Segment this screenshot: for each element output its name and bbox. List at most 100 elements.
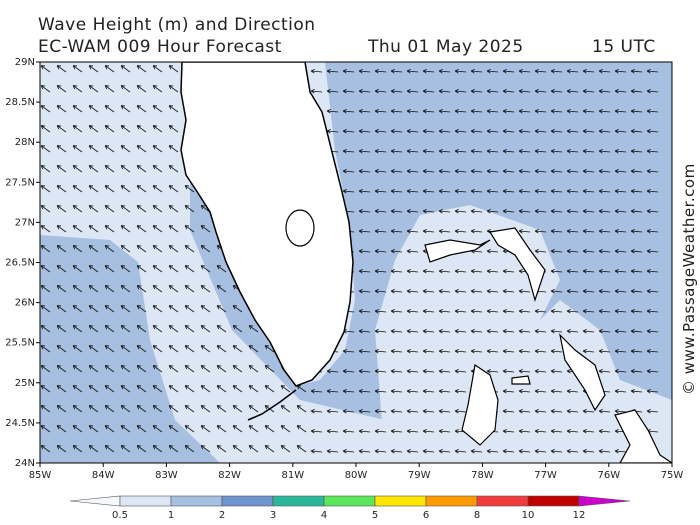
wave-arrow	[550, 129, 563, 134]
wave-arrow	[72, 65, 83, 73]
wave-arrow	[630, 389, 643, 394]
wave-arrow	[486, 329, 499, 334]
wave-arrow	[88, 445, 99, 453]
wave-arrow	[136, 285, 147, 293]
wave-arrow	[326, 389, 339, 394]
wave-arrow	[614, 169, 627, 174]
wave-arrow	[454, 289, 467, 294]
wave-arrow	[534, 449, 547, 454]
wave-arrow	[326, 369, 339, 374]
wave-arrow	[72, 345, 83, 353]
wave-arrow	[168, 245, 179, 253]
wave-arrow	[486, 129, 499, 134]
wave-arrow	[390, 109, 403, 114]
wave-arrow	[120, 385, 131, 393]
wave-arrow	[56, 105, 67, 113]
wave-arrow	[326, 89, 339, 94]
wave-arrow	[168, 165, 179, 173]
wave-arrow	[646, 209, 659, 214]
wave-arrow	[120, 225, 131, 233]
wave-arrow	[374, 409, 387, 414]
lat-label: 24.5N	[5, 418, 35, 429]
wave-arrow	[184, 385, 195, 393]
wave-arrow	[470, 109, 483, 114]
wave-arrow	[390, 389, 403, 394]
wave-arrow	[184, 265, 195, 273]
wave-arrow	[470, 129, 483, 134]
wave-arrow	[486, 149, 499, 154]
wave-arrow	[518, 389, 531, 394]
colorbar-label: 3	[270, 510, 276, 521]
wave-arrow	[582, 249, 595, 254]
wave-arrow	[422, 309, 435, 314]
wave-arrow	[152, 325, 163, 333]
wave-arrow	[582, 129, 595, 134]
wave-arrow	[88, 125, 99, 133]
lon-label: 77W	[534, 470, 557, 481]
wave-arrow	[40, 105, 51, 113]
wave-arrow	[518, 329, 531, 334]
wave-arrow	[630, 169, 643, 174]
wave-arrow	[40, 205, 51, 213]
wave-arrow	[40, 165, 51, 173]
wave-arrow	[358, 369, 371, 374]
wave-arrow	[630, 349, 643, 354]
colorbar-label: 8	[474, 510, 480, 521]
andros	[461, 363, 499, 446]
wave-arrow	[486, 369, 499, 374]
wave-arrow	[406, 189, 419, 194]
wave-arrow	[550, 409, 563, 414]
wave-arrow	[566, 229, 579, 234]
axes: 29N 28.5N 28N 27.5N 27N 26.5N 26N 25.5N 25N 24.5N…	[5, 57, 683, 481]
wave-arrow	[104, 165, 115, 173]
wave-arrow	[518, 429, 531, 434]
wave-arrow	[72, 445, 83, 453]
wave-arrow	[598, 329, 611, 334]
wave-arrow	[582, 69, 595, 74]
wave-arrow	[550, 269, 563, 274]
wave-arrow	[152, 145, 163, 153]
wave-arrow	[88, 365, 99, 373]
wave-arrow	[40, 305, 51, 313]
wave-arrow	[454, 369, 467, 374]
wave-arrow	[422, 349, 435, 354]
wave-arrow	[136, 125, 147, 133]
wave-arrow	[598, 109, 611, 114]
wave-arrow	[438, 329, 451, 334]
wave-arrow	[470, 229, 483, 234]
lat-label: 28N	[15, 137, 35, 148]
subtitle: EC-WAM 009 Hour Forecast	[38, 37, 282, 57]
title: Wave Height (m) and Direction	[38, 15, 316, 35]
wave-arrow	[422, 289, 435, 294]
colorbar-segment	[323, 495, 376, 507]
wave-arrow	[56, 305, 67, 313]
wave-arrow	[342, 389, 355, 394]
wave-arrow	[646, 69, 659, 74]
calm-zone	[40, 62, 385, 463]
wave-arrow	[390, 329, 403, 334]
wave-arrow	[470, 149, 483, 154]
wave-arrow	[454, 89, 467, 94]
wave-arrow	[454, 389, 467, 394]
wave-arrow	[406, 109, 419, 114]
wave-arrow	[502, 209, 515, 214]
lat-label: 26.5N	[5, 258, 35, 269]
wave-arrow	[454, 209, 467, 214]
wave-arrow	[422, 409, 435, 414]
wave-arrow	[614, 129, 627, 134]
wave-arrow	[342, 369, 355, 374]
eleuthera	[559, 333, 606, 412]
wave-arrow	[72, 225, 83, 233]
wave-arrow	[422, 229, 435, 234]
wave-arrow	[518, 409, 531, 414]
wave-arrow	[630, 289, 643, 294]
wave-arrow	[390, 209, 403, 214]
wave-arrow	[598, 149, 611, 154]
wave-arrow	[374, 349, 387, 354]
wave-arrow	[438, 209, 451, 214]
wave-arrow	[534, 349, 547, 354]
wave-arrow	[550, 69, 563, 74]
wave-arrow	[438, 129, 451, 134]
wave-arrow	[40, 365, 51, 373]
wave-arrow	[502, 89, 515, 94]
